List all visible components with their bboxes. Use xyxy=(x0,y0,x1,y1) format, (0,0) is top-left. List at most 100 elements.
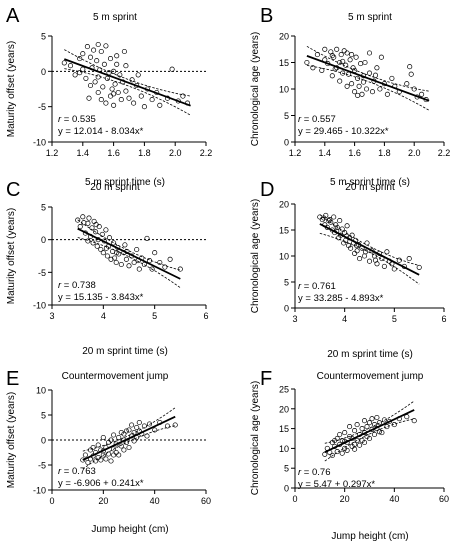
data-point xyxy=(350,65,356,71)
data-point xyxy=(114,61,120,67)
data-point xyxy=(149,97,155,103)
data-point xyxy=(108,458,114,464)
data-point xyxy=(98,457,104,463)
data-point xyxy=(90,240,96,246)
data-point xyxy=(152,427,158,433)
data-point xyxy=(111,432,117,438)
data-point xyxy=(310,65,316,71)
x-tick-label: 40 xyxy=(150,496,160,506)
data-point xyxy=(353,54,359,60)
data-point xyxy=(149,266,155,272)
x-tick-label: 1.2 xyxy=(46,148,59,158)
y-tick-label: 10 xyxy=(36,386,46,396)
data-point xyxy=(107,93,114,99)
x-tick-label: 40 xyxy=(389,494,399,504)
data-point xyxy=(319,67,325,73)
data-point xyxy=(338,52,344,58)
data-point xyxy=(337,59,343,66)
data-point xyxy=(322,46,328,52)
data-point xyxy=(129,77,135,83)
data-point xyxy=(111,240,117,246)
data-point xyxy=(129,422,135,428)
data-point xyxy=(106,235,113,241)
data-point xyxy=(334,46,340,52)
data-point xyxy=(322,451,328,457)
x-tick-label: 1.4 xyxy=(319,148,332,158)
x-tick-label: 3 xyxy=(292,314,297,324)
data-point xyxy=(134,246,140,253)
stat-r-value: = 0.557 xyxy=(301,114,336,125)
stat-equation: y = 29.465 - 10.322x* xyxy=(298,126,389,137)
stat-r: r = 0.535 xyxy=(58,114,96,125)
data-point xyxy=(347,424,353,430)
data-point xyxy=(352,441,358,447)
data-point xyxy=(100,452,106,458)
data-point xyxy=(131,429,137,436)
data-point xyxy=(103,100,109,106)
data-point xyxy=(95,89,101,96)
data-point xyxy=(95,41,101,48)
data-point xyxy=(113,259,119,266)
stat-r-value: = 0.763 xyxy=(61,466,96,477)
data-point xyxy=(123,63,129,69)
data-point xyxy=(361,253,368,259)
data-point xyxy=(103,43,109,49)
data-point xyxy=(82,452,88,458)
regression-line xyxy=(306,55,430,102)
data-point xyxy=(131,100,137,106)
data-point xyxy=(118,261,124,268)
data-point xyxy=(126,263,132,269)
y-tick-label: 0 xyxy=(41,67,46,77)
x-tick-label: 1.8 xyxy=(378,148,391,158)
x-axis-label: Jump height (cm) xyxy=(331,531,408,542)
data-point xyxy=(347,57,353,63)
stat-r: r = 0.761 xyxy=(298,281,336,292)
data-point xyxy=(389,75,395,81)
data-point xyxy=(340,70,346,76)
data-point xyxy=(111,452,117,458)
x-axis-label: 5 m sprint time (s) xyxy=(330,177,410,188)
data-point xyxy=(377,86,383,92)
data-point xyxy=(416,264,422,270)
data-point xyxy=(344,50,350,56)
y-tick-label: 10 xyxy=(279,444,289,454)
data-point xyxy=(118,443,124,449)
stat-r-symbol: r xyxy=(58,114,62,125)
data-point xyxy=(355,92,361,98)
x-tick-label: 1.6 xyxy=(348,148,361,158)
data-point xyxy=(172,422,178,428)
data-point xyxy=(376,429,382,435)
data-point xyxy=(131,259,137,266)
data-point xyxy=(114,53,120,59)
y-axis-label: Maturity offset (years) xyxy=(6,41,17,138)
data-point xyxy=(362,249,369,255)
data-point xyxy=(360,79,367,85)
data-point xyxy=(404,81,410,87)
y-tick-label: -5 xyxy=(38,461,46,471)
data-point xyxy=(381,263,387,269)
data-point xyxy=(111,446,117,452)
data-point xyxy=(84,44,90,50)
data-point xyxy=(85,220,91,226)
data-point xyxy=(121,447,127,453)
data-point xyxy=(162,264,168,270)
regression-line xyxy=(319,223,420,276)
data-point xyxy=(411,418,417,424)
data-point xyxy=(123,428,129,434)
panel-letter: F xyxy=(260,368,272,390)
data-point xyxy=(319,217,325,223)
y-tick-label: 5 xyxy=(41,32,46,42)
data-point xyxy=(138,93,144,99)
data-point xyxy=(87,54,94,60)
data-point xyxy=(126,444,132,451)
stat-r-symbol: r xyxy=(298,114,302,125)
x-tick-label: 2.0 xyxy=(169,148,182,158)
data-point xyxy=(123,88,129,94)
data-point xyxy=(354,422,360,428)
y-tick-label: 0 xyxy=(284,138,289,148)
x-axis-label: 20 m sprint time (s) xyxy=(327,349,413,360)
stat-equation: y = 33.285 - 4.893x* xyxy=(298,293,384,304)
stat-r-value: = 0.535 xyxy=(61,114,96,125)
data-point xyxy=(141,104,147,110)
